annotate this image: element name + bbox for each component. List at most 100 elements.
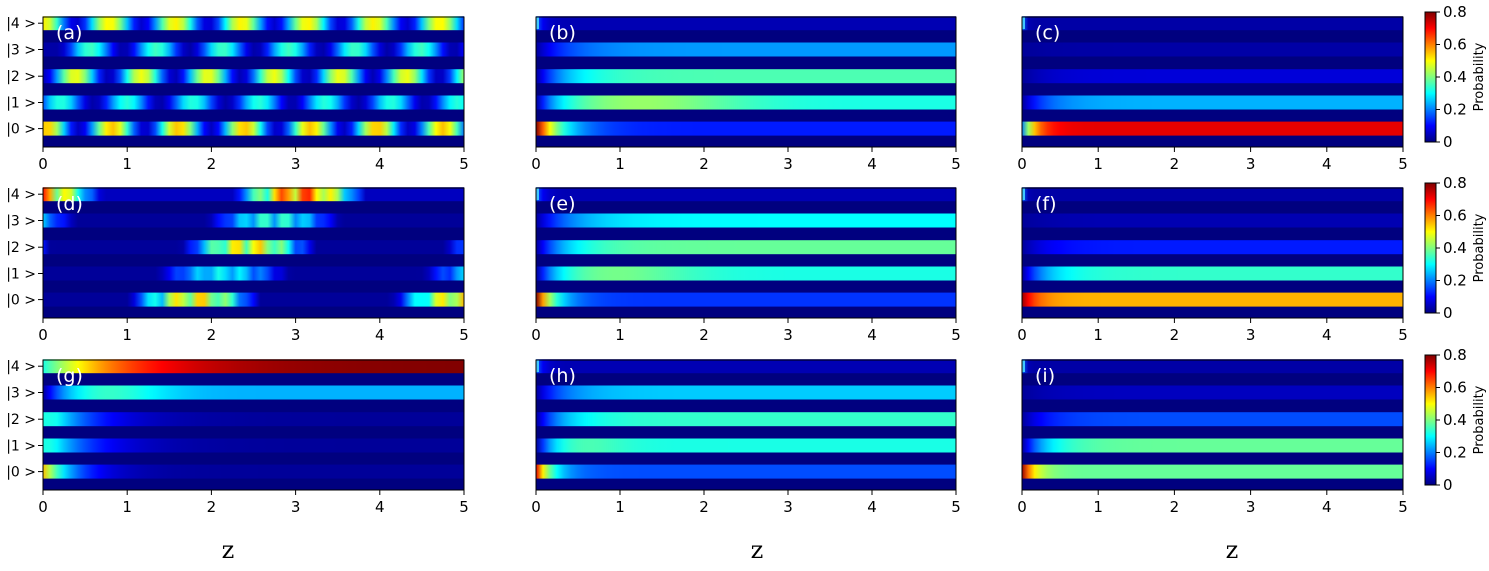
state-band-1 — [1022, 95, 1403, 110]
y-tick-label: |0 > — [6, 122, 36, 138]
colorbar-tick-label: 0 — [1443, 133, 1453, 151]
state-band-4 — [536, 359, 956, 374]
x-tick-label: 4 — [1322, 155, 1332, 173]
x-tick-label: 4 — [867, 498, 877, 516]
x-tick-label: 5 — [1398, 155, 1408, 173]
x-tick-label: 3 — [783, 155, 793, 173]
y-tick-label: |3 > — [6, 214, 36, 230]
colorbar-tick-label: 0.6 — [1443, 36, 1467, 54]
state-band-1 — [1022, 266, 1403, 281]
x-tick-label: 2 — [1170, 498, 1180, 516]
state-band-3 — [1022, 213, 1403, 228]
x-tick-label: 2 — [1170, 326, 1180, 344]
x-tick-label: 5 — [1398, 326, 1408, 344]
state-band-0 — [536, 292, 956, 307]
state-band-4 — [43, 359, 464, 374]
colorbar-2: 0 0.2 0.4 0.6 0.8 Probability — [1424, 174, 1487, 322]
state-band-1 — [536, 95, 956, 110]
colorbar-1: 0 0.2 0.4 0.6 0.8 Probability — [1424, 3, 1487, 151]
x-tick-label: 1 — [1093, 155, 1103, 173]
state-band-2 — [43, 240, 464, 255]
colorbar-3: 0 0.2 0.4 0.6 0.8 Probability — [1424, 346, 1487, 494]
colorbar-tick-label: 0.8 — [1443, 3, 1467, 21]
colorbar-label: Probability — [1472, 385, 1487, 454]
x-tick-label: 5 — [951, 326, 961, 344]
x-tick-label: 3 — [291, 326, 301, 344]
x-tick-label: 3 — [1246, 326, 1256, 344]
x-tick-label: 0 — [38, 498, 48, 516]
panel-d: (d) 0 1 2 3 4 5 |4 > |3 > |2 > |1 > |0 > — [6, 187, 469, 344]
state-band-2 — [1022, 240, 1403, 255]
colorbar-tick-label: 0.6 — [1443, 207, 1467, 225]
colorbar-tick-label: 0 — [1443, 476, 1453, 494]
x-tick-label: 1 — [1093, 498, 1103, 516]
initial-state-marker — [536, 17, 539, 29]
state-band-4 — [1022, 187, 1403, 202]
x-tick-label: 4 — [867, 326, 877, 344]
panel-i: (i) 0 1 2 3 4 5 — [1017, 359, 1408, 516]
state-band-1 — [1022, 438, 1403, 453]
panel-frame — [535, 16, 957, 148]
x-tick-label: 1 — [615, 155, 625, 173]
x-tick-label: 4 — [1322, 498, 1332, 516]
x-tick-label: 3 — [291, 498, 301, 516]
state-band-0 — [43, 292, 464, 307]
panel-frame — [1021, 187, 1404, 319]
state-band-2 — [43, 412, 464, 427]
x-tick-label: 2 — [207, 498, 217, 516]
panel-b: (b) 0 1 2 3 4 5 — [531, 16, 961, 173]
colorbar-tick-label: 0.2 — [1443, 101, 1467, 119]
state-band-0 — [536, 464, 956, 479]
colorbar-tick-label: 0 — [1443, 304, 1453, 322]
state-band-0 — [43, 464, 464, 479]
x-tick-label: 3 — [1246, 155, 1256, 173]
y-tick-label: |4 > — [6, 16, 36, 32]
state-band-4 — [1022, 16, 1403, 31]
y-tick-label: |3 > — [6, 386, 36, 402]
y-tick-label: |0 > — [6, 293, 36, 309]
y-tick-label: |0 > — [6, 465, 36, 481]
panel-e: (e) 0 1 2 3 4 5 — [531, 187, 961, 344]
state-band-2 — [43, 69, 464, 84]
y-tick-label: |4 > — [6, 359, 36, 375]
x-tick-label: 2 — [699, 155, 709, 173]
x-tick-label: 2 — [207, 326, 217, 344]
x-tick-label: 1 — [122, 155, 132, 173]
colorbar-tick-label: 0.4 — [1443, 411, 1467, 429]
y-tick-label: |1 > — [6, 439, 36, 455]
x-tick-label: 5 — [1398, 498, 1408, 516]
panel-a: (a) 0 1 2 3 4 5 |4 > |3 > |2 > |1 > |0 > — [6, 16, 469, 173]
colorbar-label: Probability — [1472, 213, 1487, 282]
colorbar-gradient — [1424, 354, 1437, 486]
colorbar-tick-label: 0.8 — [1443, 174, 1467, 192]
initial-state-marker — [1022, 17, 1025, 29]
panel-frame — [1021, 16, 1404, 148]
panel-frame — [1021, 359, 1404, 491]
colorbar-tick-label: 0.8 — [1443, 346, 1467, 364]
panel-frame — [535, 359, 957, 491]
colorbar-tick-label: 0.2 — [1443, 444, 1467, 462]
x-tick-label: 5 — [951, 155, 961, 173]
panel-frame — [42, 359, 465, 491]
state-band-1 — [536, 266, 956, 281]
panel-frame — [42, 16, 465, 148]
state-band-3 — [1022, 42, 1403, 57]
initial-state-marker — [1022, 360, 1025, 372]
colorbar-tick-label: 0.4 — [1443, 239, 1467, 257]
state-band-4 — [536, 16, 956, 31]
state-band-0 — [1022, 121, 1403, 136]
state-band-3 — [43, 213, 464, 228]
panel-frame — [535, 187, 957, 319]
y-tick-label: |1 > — [6, 267, 36, 283]
panel-g: (g) 0 1 2 3 4 5 |4 > |3 > |2 > |1 > |0 > — [6, 359, 469, 516]
x-tick-label: 0 — [531, 326, 541, 344]
colorbar-tick-label: 0.4 — [1443, 68, 1467, 86]
x-tick-label: 5 — [459, 326, 469, 344]
colorbar-label: Probability — [1472, 42, 1487, 111]
y-tick-label: |2 > — [6, 240, 36, 256]
initial-state-marker — [536, 360, 539, 372]
state-band-3 — [536, 385, 956, 400]
x-tick-label: 1 — [1093, 326, 1103, 344]
state-band-0 — [43, 121, 464, 136]
